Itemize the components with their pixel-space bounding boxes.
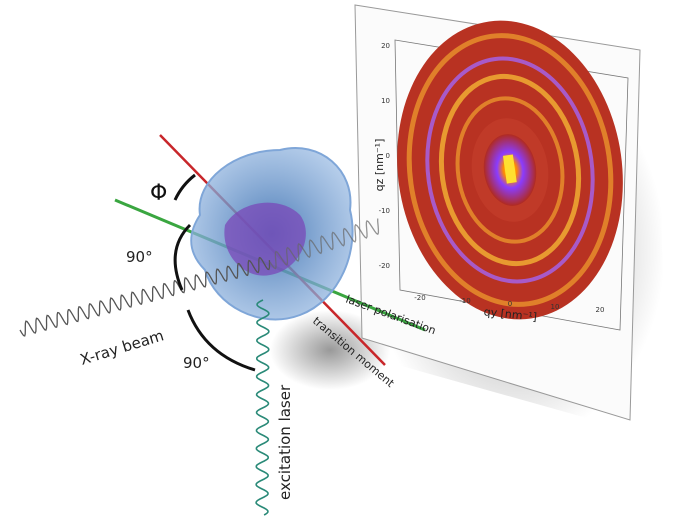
phi-label: Φ — [150, 181, 167, 206]
angle-label: 90° — [126, 248, 153, 266]
angle-label: 90° — [183, 354, 210, 372]
y-tick-label: 10 — [381, 97, 390, 105]
y-tick-label: 0 — [386, 152, 390, 160]
y-tick-label: -10 — [379, 207, 390, 215]
angle-arc — [175, 175, 195, 200]
x-tick-label: -20 — [414, 294, 425, 302]
x-tick-label: -10 — [459, 297, 470, 305]
x-tick-label: 10 — [551, 303, 560, 311]
y-tick-label: 20 — [381, 42, 390, 50]
x-tick-label: 20 — [596, 306, 605, 314]
excitation-label: excitation laser — [276, 384, 294, 500]
excitation-wave — [256, 300, 269, 515]
y-tick-label: -20 — [379, 262, 390, 270]
illustration: -20-1001020 20100-10-20 qy [nm⁻¹] qz [nm… — [0, 0, 673, 520]
xray-label: X-ray beam — [78, 326, 166, 369]
y-axis-label: qz [nm⁻¹] — [373, 139, 386, 192]
